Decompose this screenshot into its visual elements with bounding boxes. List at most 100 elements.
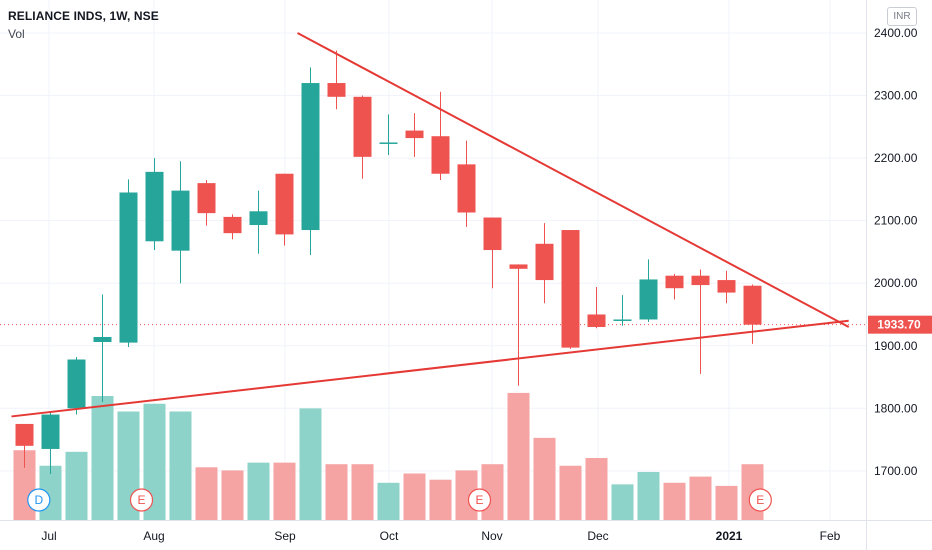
- candle: [249, 190, 268, 254]
- volume-bar: [507, 392, 530, 520]
- volume-bar: [611, 484, 634, 520]
- candle-body: [587, 314, 606, 327]
- volume-bar: [169, 411, 192, 520]
- candle-body: [639, 279, 658, 320]
- dividend-marker[interactable]: D: [27, 488, 51, 512]
- earnings-marker[interactable]: E: [467, 488, 492, 512]
- y-tick-label: 1700.00: [874, 464, 918, 478]
- candle-body: [509, 264, 528, 269]
- volume-bar: [299, 408, 322, 520]
- last-price-badge: [868, 315, 932, 334]
- x-tick-label: Jul: [41, 529, 56, 543]
- marker-circle: [748, 488, 772, 512]
- candle: [171, 161, 190, 284]
- candle: [197, 179, 216, 226]
- volume-bar: [689, 476, 712, 520]
- marker-label: E: [756, 493, 764, 507]
- candle-body: [197, 183, 216, 214]
- candle: [483, 217, 502, 289]
- candle-body: [275, 173, 294, 235]
- marker-label: D: [34, 493, 43, 507]
- candle: [275, 173, 294, 246]
- candle: [561, 230, 580, 349]
- candle-body: [743, 285, 762, 325]
- candle: [119, 179, 138, 348]
- volume-bar: [143, 403, 166, 520]
- candle-body: [327, 83, 346, 97]
- volume-bar: [533, 437, 556, 520]
- candle-body: [119, 192, 138, 343]
- candle: [717, 270, 736, 304]
- volume-bar: [351, 464, 374, 520]
- candle: [301, 67, 320, 256]
- currency-badge[interactable]: INR: [887, 7, 917, 26]
- candle: [405, 113, 424, 157]
- candle: [509, 264, 528, 386]
- volume-bar: [195, 467, 218, 520]
- candle-body: [431, 136, 450, 174]
- candles: [15, 50, 762, 474]
- support-trendline: [11, 319, 849, 418]
- candle-body: [41, 414, 60, 449]
- y-tick-label: 2300.00: [874, 89, 918, 103]
- volume-bar: [65, 451, 88, 520]
- marker-circle: [27, 488, 51, 512]
- candle: [353, 95, 372, 179]
- volume-bar: [663, 482, 686, 520]
- x-tick-label: Aug: [143, 529, 164, 543]
- candle-body: [379, 142, 398, 144]
- y-tick-label: 2000.00: [874, 276, 918, 290]
- volume-bar: [247, 462, 270, 520]
- x-tick-label: Dec: [587, 529, 608, 543]
- marker-circle: [129, 488, 154, 512]
- volume-bar: [429, 479, 452, 520]
- x-tick-label: 2021: [716, 529, 743, 543]
- candle-body: [249, 211, 268, 226]
- candle-body: [67, 359, 86, 409]
- candle-body: [613, 319, 632, 321]
- volume-bar: [91, 396, 114, 520]
- symbol-title: RELIANCE INDS, 1W, NSE: [8, 9, 159, 23]
- resistance-trendline: [297, 32, 850, 328]
- trendlines[interactable]: [11, 32, 850, 418]
- y-tick-label: 1900.00: [874, 339, 918, 353]
- candle: [691, 269, 710, 374]
- candle: [145, 158, 164, 251]
- candle: [93, 294, 112, 403]
- volume-bar: [273, 462, 296, 520]
- candle: [67, 357, 86, 415]
- volume-bar: [377, 482, 400, 520]
- x-tick-label: Oct: [380, 529, 399, 543]
- candle-body: [665, 275, 684, 289]
- volume-bar: [325, 464, 348, 520]
- candle: [613, 295, 632, 326]
- earnings-marker[interactable]: E: [748, 488, 772, 512]
- volume-bar: [637, 471, 660, 520]
- candle: [223, 214, 242, 240]
- y-tick-label: 1800.00: [874, 401, 918, 415]
- candle-body: [145, 171, 164, 242]
- candle-body: [301, 83, 320, 231]
- candle: [379, 114, 398, 155]
- volume-bar: [221, 470, 244, 520]
- volume-bar: [403, 473, 426, 520]
- x-tick-label: Sep: [274, 529, 296, 543]
- y-tick-label: 2200.00: [874, 151, 918, 165]
- candle: [665, 273, 684, 300]
- candle-body: [457, 164, 476, 213]
- candle-body: [561, 230, 580, 348]
- last-price-label: 1933.70: [877, 318, 921, 332]
- volume-label: Vol: [8, 27, 25, 41]
- x-tick-label: Feb: [820, 529, 841, 543]
- candle-body: [15, 423, 34, 446]
- candle-body: [405, 130, 424, 139]
- x-tick-label: Nov: [481, 529, 502, 543]
- earnings-marker[interactable]: E: [129, 488, 154, 512]
- candle: [743, 284, 762, 344]
- candle-body: [717, 280, 736, 293]
- candle: [535, 223, 554, 304]
